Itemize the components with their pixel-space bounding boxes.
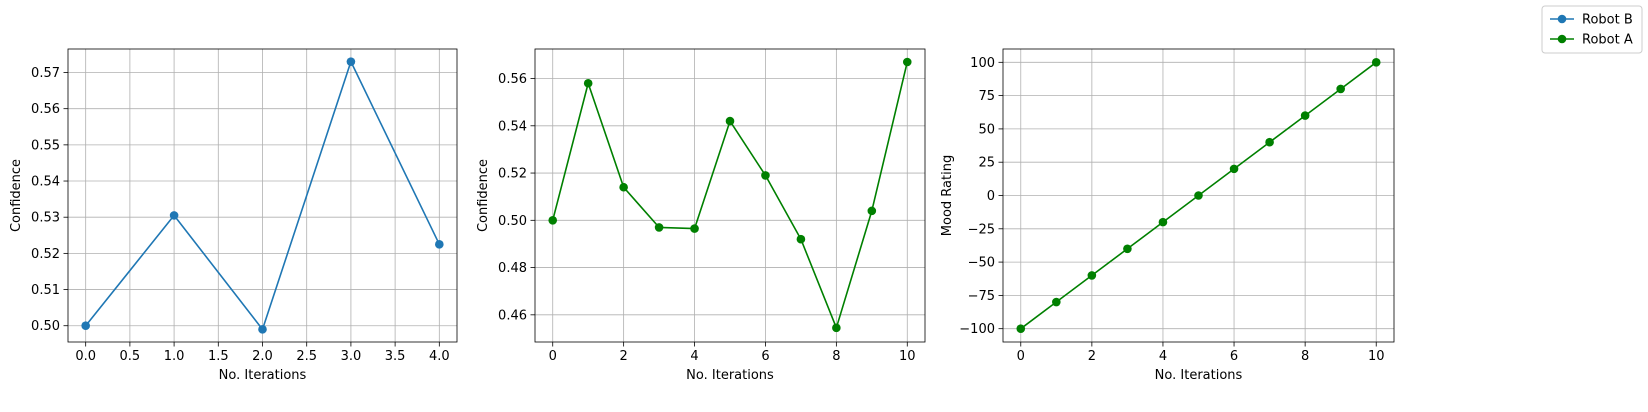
data-point bbox=[1300, 111, 1310, 120]
x-tick-label: 10 bbox=[1368, 349, 1385, 364]
data-point bbox=[1123, 244, 1132, 254]
data-point bbox=[346, 57, 356, 66]
data-point bbox=[1336, 84, 1345, 94]
legend-item-0: Robot B bbox=[1550, 13, 1633, 28]
y-tick-label: −25 bbox=[968, 222, 995, 237]
y-tick-label: 50 bbox=[978, 122, 995, 137]
legend-item-1: Robot A bbox=[1550, 33, 1633, 48]
data-point bbox=[654, 223, 664, 232]
x-axis-label: No. Iterations bbox=[219, 368, 307, 383]
y-tick-label: 0.51 bbox=[31, 283, 60, 298]
y-tick-label: −100 bbox=[959, 322, 995, 337]
x-tick-label: 10 bbox=[899, 349, 916, 364]
x-axis-label: No. Iterations bbox=[1155, 368, 1243, 383]
x-tick-label: 4 bbox=[690, 349, 698, 364]
y-tick-label: 0.53 bbox=[31, 211, 60, 226]
data-point bbox=[1158, 217, 1168, 227]
y-tick-label: 0 bbox=[987, 189, 995, 204]
x-tick-label: 3.5 bbox=[385, 349, 406, 364]
x-tick-label: 4 bbox=[1159, 349, 1167, 364]
y-tick-label: 0.46 bbox=[498, 308, 527, 323]
chart-panel-0: 0.0 0.5 1.0 1.5 2.0 2.5 3.0 3.5 4.0 0.50 0.51 0.52 0… bbox=[9, 48, 458, 383]
data-point bbox=[81, 321, 90, 331]
y-tick-label: 0.56 bbox=[498, 72, 527, 87]
x-tick-label: 2.5 bbox=[296, 349, 317, 364]
y-tick-label: 0.52 bbox=[498, 167, 527, 182]
y-tick-label: 75 bbox=[978, 89, 995, 104]
y-tick-label: 25 bbox=[978, 156, 995, 171]
legend-label-0: Robot B bbox=[1582, 13, 1633, 28]
data-point bbox=[1229, 164, 1239, 174]
data-point bbox=[725, 116, 735, 126]
x-tick-label: 3.0 bbox=[341, 349, 362, 364]
y-axis-label: Mood Rating bbox=[940, 155, 955, 236]
y-axis-label: Confidence bbox=[9, 159, 24, 232]
y-tick-label: 0.57 bbox=[31, 66, 60, 81]
x-tick-label: 8 bbox=[832, 349, 840, 364]
legend-marker-1 bbox=[1557, 34, 1567, 44]
legend: Robot B Robot A bbox=[1541, 5, 1643, 54]
y-tick-label: 0.48 bbox=[498, 261, 527, 276]
data-point bbox=[1194, 191, 1203, 200]
y-tick-label: 0.54 bbox=[31, 175, 60, 190]
data-point bbox=[1087, 271, 1097, 280]
legend-frame bbox=[1541, 5, 1643, 54]
x-tick-label: 0 bbox=[1017, 349, 1025, 364]
y-axis-label: Confidence bbox=[476, 159, 491, 232]
plot-frame bbox=[534, 48, 926, 343]
x-tick-label: 2 bbox=[619, 349, 627, 364]
x-tick-label: 6 bbox=[1230, 349, 1238, 364]
chart-panel-1: 0 2 4 6 8 10 0.46 0.48 0.50 0.52 0.54 0.56 No. Itera… bbox=[476, 48, 926, 383]
data-point bbox=[1265, 137, 1274, 147]
x-axis-label: No. Iterations bbox=[686, 368, 774, 383]
x-tick-label: 0.5 bbox=[120, 349, 141, 364]
x-tick-label: 2 bbox=[1088, 349, 1096, 364]
y-tick-label: 0.55 bbox=[31, 138, 60, 153]
x-tick-label: 1.5 bbox=[208, 349, 229, 364]
y-tick-label: −75 bbox=[968, 289, 995, 304]
legend-label-1: Robot A bbox=[1582, 33, 1633, 48]
data-point bbox=[761, 171, 770, 180]
y-tick-label: 0.50 bbox=[31, 319, 60, 334]
data-point bbox=[832, 323, 841, 333]
x-tick-label: 0 bbox=[549, 349, 557, 364]
data-point bbox=[258, 325, 267, 334]
data-point bbox=[619, 182, 628, 192]
data-point bbox=[867, 206, 877, 216]
data-point bbox=[1016, 324, 1026, 333]
x-tick-label: 4.0 bbox=[429, 349, 450, 364]
x-tick-label: 2.0 bbox=[252, 349, 273, 364]
data-point bbox=[583, 78, 593, 88]
y-tick-label: 0.54 bbox=[498, 119, 527, 134]
y-tick-label: 0.50 bbox=[498, 214, 527, 229]
chart-panel-2: 0 2 4 6 8 10 −100 −75 −50 −25 0 25 50 75 100 No. Iterat… bbox=[940, 48, 1395, 383]
legend-marker-0 bbox=[1557, 14, 1567, 24]
y-tick-label: −50 bbox=[968, 256, 995, 271]
x-tick-label: 8 bbox=[1301, 349, 1309, 364]
data-point bbox=[796, 234, 806, 244]
data-point bbox=[1052, 297, 1061, 307]
y-tick-label: 0.52 bbox=[31, 247, 60, 262]
data-point bbox=[1371, 58, 1381, 67]
x-tick-label: 6 bbox=[761, 349, 769, 364]
data-point bbox=[902, 57, 912, 67]
data-point bbox=[548, 216, 558, 225]
x-tick-label: 0.0 bbox=[75, 349, 96, 364]
x-tick-label: 1.0 bbox=[164, 349, 185, 364]
y-tick-label: 0.56 bbox=[31, 102, 60, 117]
data-point bbox=[169, 211, 179, 220]
series-line bbox=[551, 61, 909, 329]
data-point bbox=[435, 240, 444, 249]
y-tick-label: 100 bbox=[970, 56, 995, 71]
data-point bbox=[690, 224, 699, 233]
